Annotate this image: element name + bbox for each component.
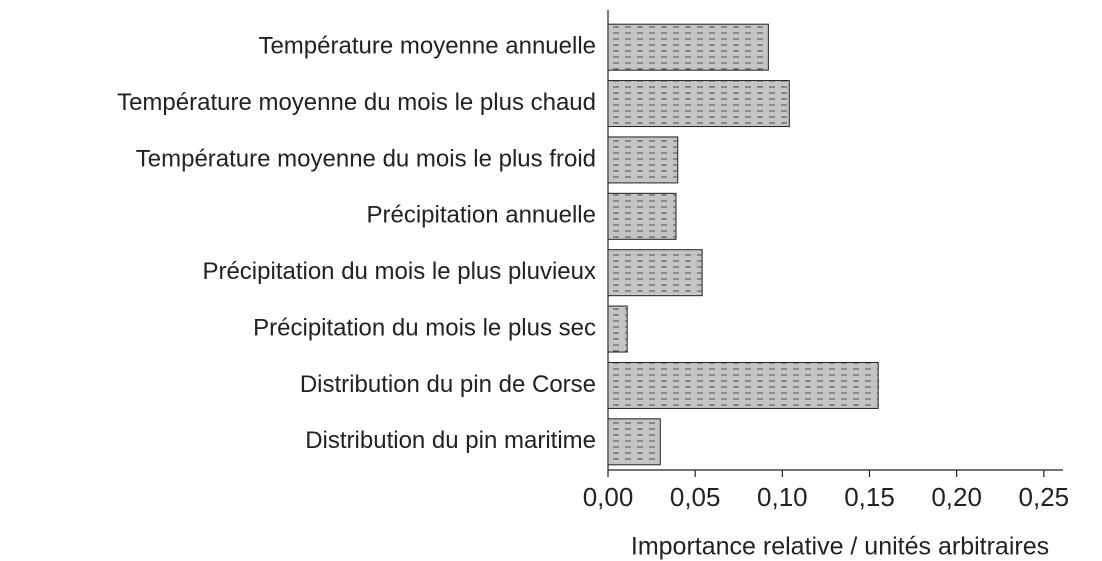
bar: [607, 249, 703, 297]
x-tick-label: 0,10: [757, 482, 808, 512]
bar: [607, 23, 769, 71]
bar: [607, 361, 879, 409]
y-tick-label: Distribution du pin maritime: [305, 427, 596, 454]
bar: [607, 418, 661, 466]
x-tick-label: 0,05: [670, 482, 721, 512]
y-tick-label: Distribution du pin de Corse: [300, 371, 596, 398]
x-tick-label: 0,25: [1019, 482, 1070, 512]
x-tick-label: 0,20: [931, 482, 982, 512]
x-tick-label: 0,15: [844, 482, 895, 512]
y-tick-label: Température moyenne du mois le plus chau…: [117, 89, 596, 116]
bar: [607, 136, 679, 184]
bar: [607, 305, 628, 353]
bar: [607, 192, 677, 240]
y-tick-label: Précipitation du mois le plus pluvieux: [202, 258, 596, 285]
y-tick-label: Température moyenne annuelle: [258, 33, 596, 60]
x-tick-label: 0,00: [583, 482, 634, 512]
y-tick-label: Température moyenne du mois le plus froi…: [136, 145, 596, 172]
y-tick-label: Précipitation annuelle: [367, 202, 597, 229]
y-tick-label: Précipitation du mois le plus sec: [253, 314, 596, 341]
bar: [607, 80, 790, 128]
x-axis-title: Importance relative / unités arbitraires: [631, 533, 1049, 561]
